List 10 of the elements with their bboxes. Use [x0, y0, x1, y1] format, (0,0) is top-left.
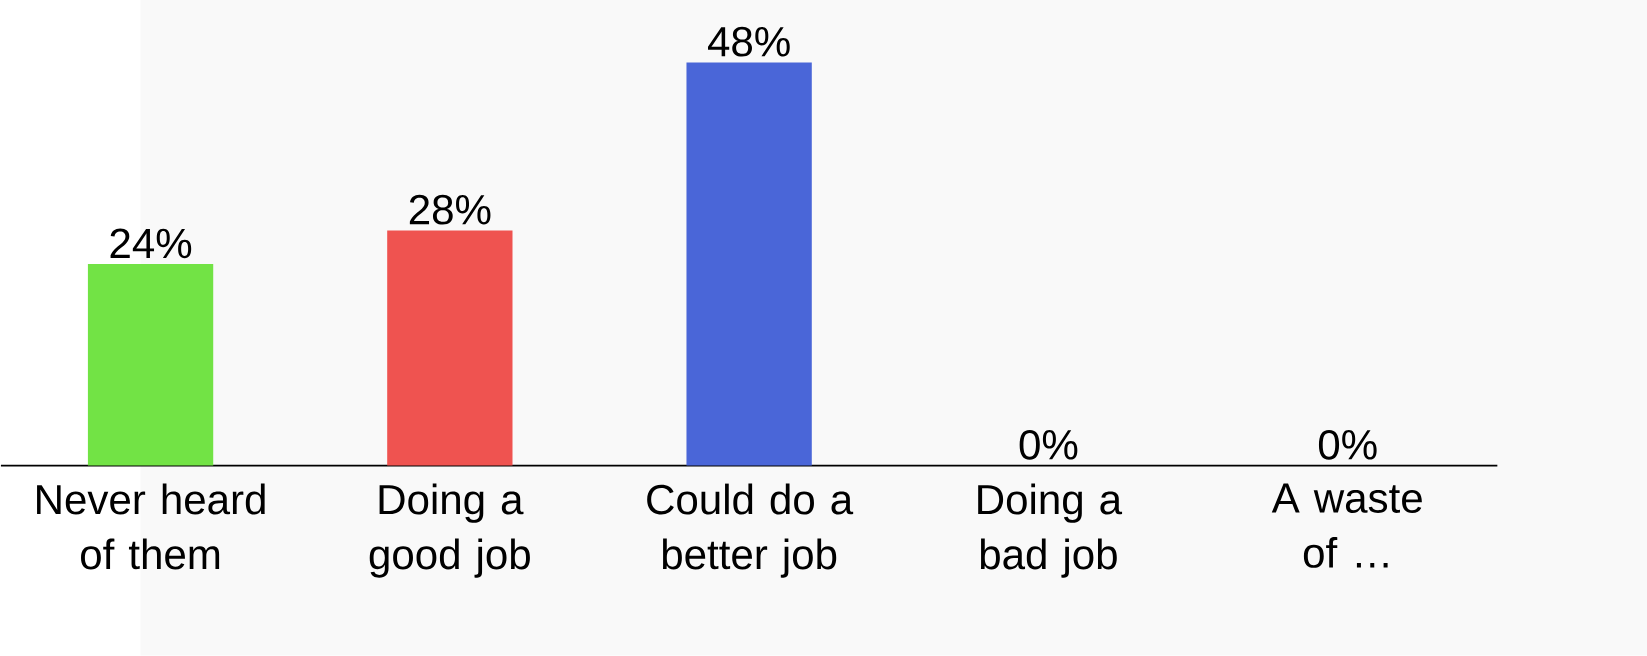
x-tick-label: Never heard of them [37, 483, 265, 570]
data-label: 0% [1019, 430, 1078, 460]
data-label: 24% [110, 228, 192, 259]
data-label: 48% [708, 26, 790, 57]
data-label: 28% [409, 194, 491, 225]
x-tick-label: Doing a bad job [978, 483, 1123, 578]
data-label: 0% [1318, 430, 1377, 460]
x-tick-label: A waste of … [1271, 483, 1422, 568]
x-tick-label: Could do a better job [647, 483, 854, 578]
x-tick-label: Doing a good job [369, 483, 530, 578]
